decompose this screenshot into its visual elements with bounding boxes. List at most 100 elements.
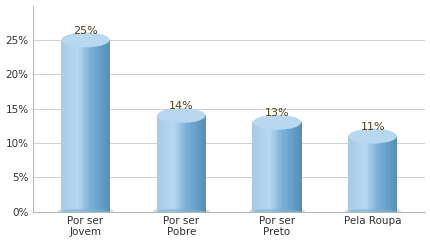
Bar xyxy=(365,136,366,212)
Bar xyxy=(102,40,104,212)
Bar xyxy=(274,122,275,212)
Bar xyxy=(199,115,200,212)
Bar xyxy=(72,40,73,212)
Bar xyxy=(181,115,182,212)
Bar xyxy=(254,122,255,212)
Ellipse shape xyxy=(348,129,396,143)
Bar xyxy=(164,115,165,212)
Bar xyxy=(373,136,375,212)
Bar xyxy=(67,40,68,212)
Bar xyxy=(200,115,202,212)
Bar xyxy=(262,122,263,212)
Bar xyxy=(183,115,184,212)
Bar xyxy=(356,136,357,212)
Bar xyxy=(369,136,371,212)
Bar xyxy=(108,40,109,212)
Bar xyxy=(252,122,253,212)
Bar xyxy=(64,40,66,212)
Bar xyxy=(350,136,351,212)
Bar xyxy=(202,115,203,212)
Bar xyxy=(284,122,285,212)
Bar xyxy=(198,115,199,212)
Bar xyxy=(101,40,102,212)
Bar xyxy=(258,122,259,212)
Bar xyxy=(203,115,204,212)
Bar xyxy=(92,40,93,212)
Bar xyxy=(196,115,197,212)
Bar xyxy=(175,115,176,212)
Bar xyxy=(197,115,198,212)
Bar xyxy=(159,115,160,212)
Bar xyxy=(264,122,265,212)
Bar xyxy=(71,40,72,212)
Bar xyxy=(290,122,291,212)
Bar xyxy=(86,40,88,212)
Bar xyxy=(192,115,193,212)
Bar xyxy=(161,115,163,212)
Bar xyxy=(190,115,192,212)
Bar xyxy=(275,122,276,212)
Ellipse shape xyxy=(157,209,205,215)
Bar xyxy=(80,40,82,212)
Bar xyxy=(289,122,290,212)
Bar xyxy=(296,122,297,212)
Bar xyxy=(170,115,171,212)
Bar xyxy=(105,40,106,212)
Bar xyxy=(84,40,85,212)
Text: 13%: 13% xyxy=(264,108,289,118)
Bar xyxy=(77,40,78,212)
Bar xyxy=(357,136,359,212)
Bar xyxy=(78,40,79,212)
Bar xyxy=(381,136,382,212)
Bar xyxy=(62,40,63,212)
Bar xyxy=(193,115,194,212)
Ellipse shape xyxy=(344,207,399,216)
Bar xyxy=(367,136,368,212)
Bar xyxy=(165,115,166,212)
Bar xyxy=(169,115,170,212)
Bar xyxy=(347,136,349,212)
Bar xyxy=(61,40,62,212)
Bar xyxy=(259,122,261,212)
Ellipse shape xyxy=(154,207,208,216)
Bar xyxy=(167,115,169,212)
Bar xyxy=(271,122,273,212)
Bar xyxy=(99,40,100,212)
Bar xyxy=(82,40,83,212)
Bar xyxy=(384,136,385,212)
Bar xyxy=(267,122,268,212)
Bar xyxy=(388,136,389,212)
Bar xyxy=(88,40,89,212)
Ellipse shape xyxy=(249,207,304,216)
Bar xyxy=(368,136,369,212)
Bar xyxy=(166,115,167,212)
Bar xyxy=(178,115,180,212)
Bar xyxy=(182,115,183,212)
Bar xyxy=(349,136,350,212)
Ellipse shape xyxy=(157,108,205,123)
Ellipse shape xyxy=(61,209,109,215)
Bar xyxy=(186,115,187,212)
Bar xyxy=(283,122,284,212)
Bar xyxy=(108,40,110,212)
Bar xyxy=(389,136,390,212)
Bar xyxy=(298,122,300,212)
Bar xyxy=(361,136,362,212)
Bar xyxy=(79,40,80,212)
Bar xyxy=(89,40,90,212)
Bar xyxy=(94,40,95,212)
Bar xyxy=(280,122,281,212)
Bar xyxy=(387,136,388,212)
Bar xyxy=(157,115,159,212)
Bar xyxy=(353,136,355,212)
Bar xyxy=(393,136,394,212)
Bar xyxy=(100,40,101,212)
Bar xyxy=(378,136,379,212)
Ellipse shape xyxy=(252,115,300,130)
Bar xyxy=(92,40,94,212)
Ellipse shape xyxy=(58,207,113,216)
Bar xyxy=(204,115,206,212)
Text: 25%: 25% xyxy=(73,26,98,36)
Bar xyxy=(352,136,353,212)
Ellipse shape xyxy=(252,209,300,215)
